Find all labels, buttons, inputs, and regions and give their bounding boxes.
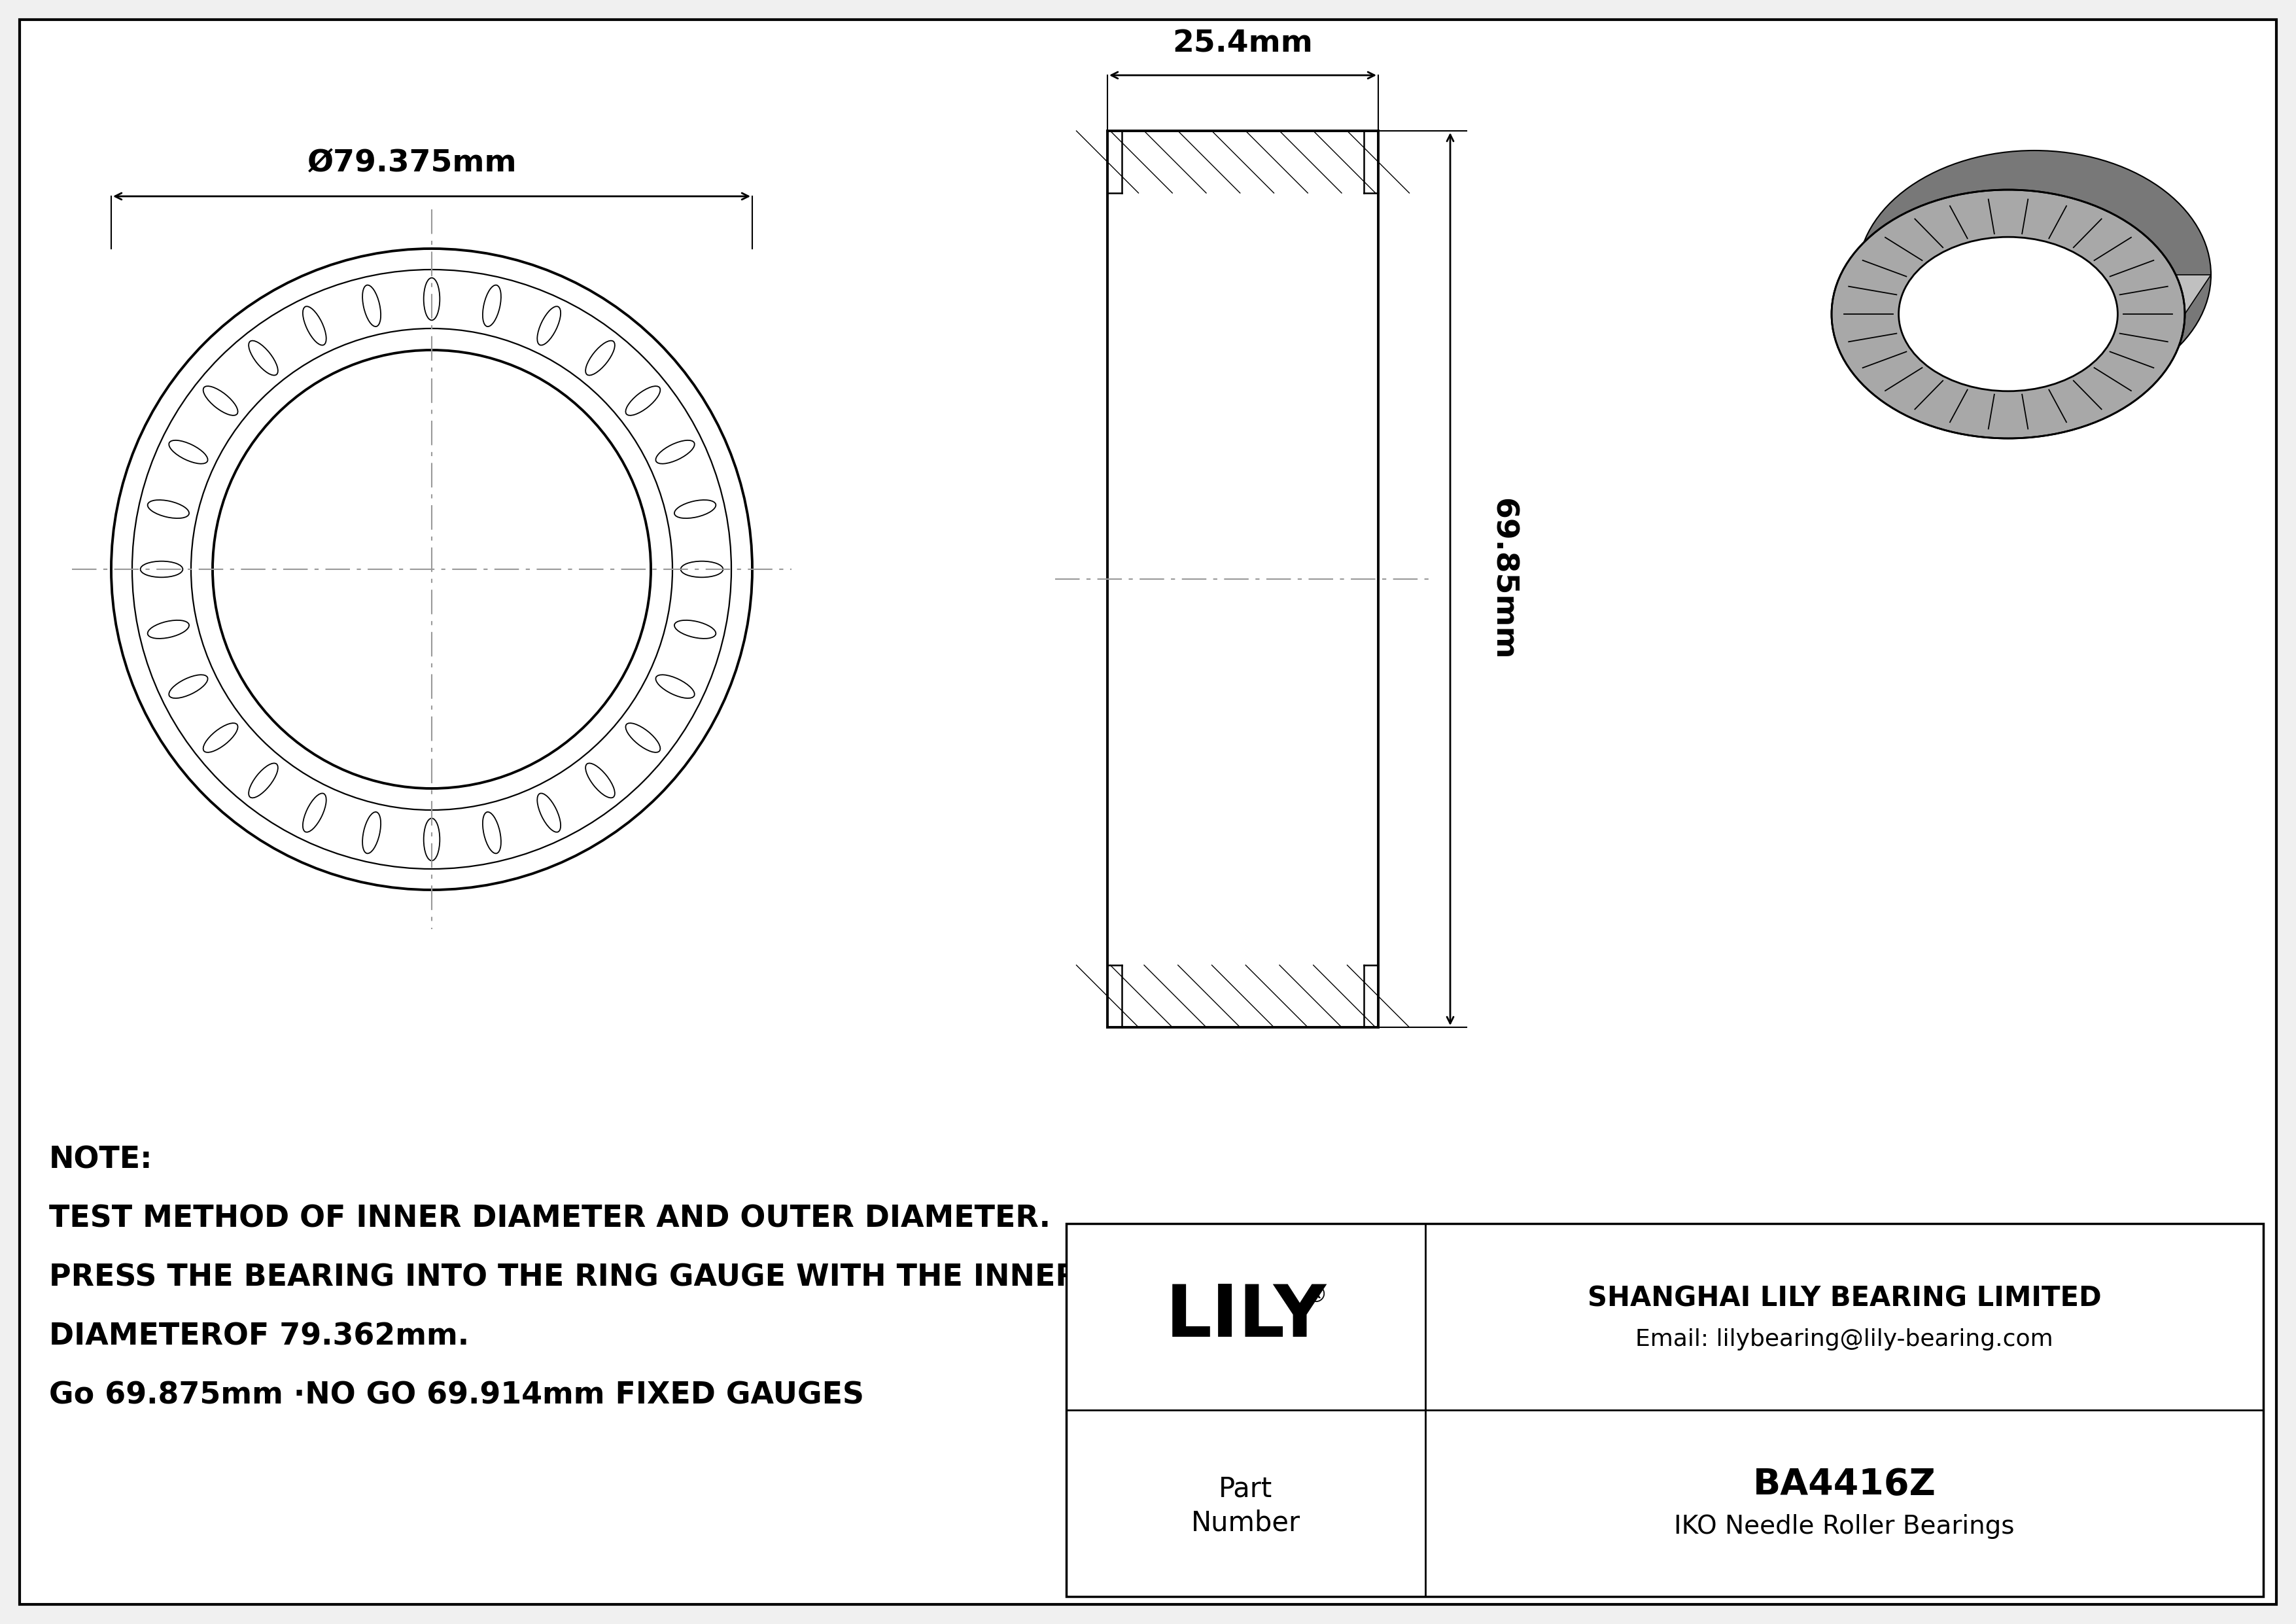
Text: NOTE:: NOTE:	[48, 1145, 154, 1174]
Text: 25.4mm: 25.4mm	[1173, 29, 1313, 58]
Ellipse shape	[1899, 237, 2117, 391]
Text: SHANGHAI LILY BEARING LIMITED: SHANGHAI LILY BEARING LIMITED	[1587, 1285, 2101, 1312]
Polygon shape	[2117, 274, 2211, 313]
Text: PRESS THE BEARING INTO THE RING GAUGE WITH THE INNER: PRESS THE BEARING INTO THE RING GAUGE WI…	[48, 1263, 1079, 1293]
Text: Go 69.875mm ·NO GO 69.914mm FIXED GAUGES: Go 69.875mm ·NO GO 69.914mm FIXED GAUGES	[48, 1380, 863, 1410]
Text: Ø79.375mm: Ø79.375mm	[308, 148, 517, 179]
Text: Number: Number	[1192, 1509, 1300, 1536]
Text: Part: Part	[1219, 1475, 1272, 1502]
Bar	[1065, 1223, 2264, 1596]
Text: IKO Needle Roller Bearings: IKO Needle Roller Bearings	[1674, 1514, 2014, 1538]
Text: DIAMETEROF 79.362mm.: DIAMETEROF 79.362mm.	[48, 1322, 468, 1351]
Text: Email: lilybearing@lily-bearing.com: Email: lilybearing@lily-bearing.com	[1635, 1328, 2053, 1351]
Text: BA4416Z: BA4416Z	[1752, 1468, 1936, 1502]
Ellipse shape	[1924, 198, 2144, 352]
Ellipse shape	[1832, 190, 2186, 438]
Text: 69.85mm: 69.85mm	[1488, 499, 1518, 659]
Polygon shape	[1832, 274, 1924, 313]
Ellipse shape	[1857, 151, 2211, 400]
Text: LILY: LILY	[1166, 1281, 1327, 1351]
Text: TEST METHOD OF INNER DIAMETER AND OUTER DIAMETER.: TEST METHOD OF INNER DIAMETER AND OUTER …	[48, 1203, 1052, 1233]
Text: ®: ®	[1304, 1285, 1329, 1307]
